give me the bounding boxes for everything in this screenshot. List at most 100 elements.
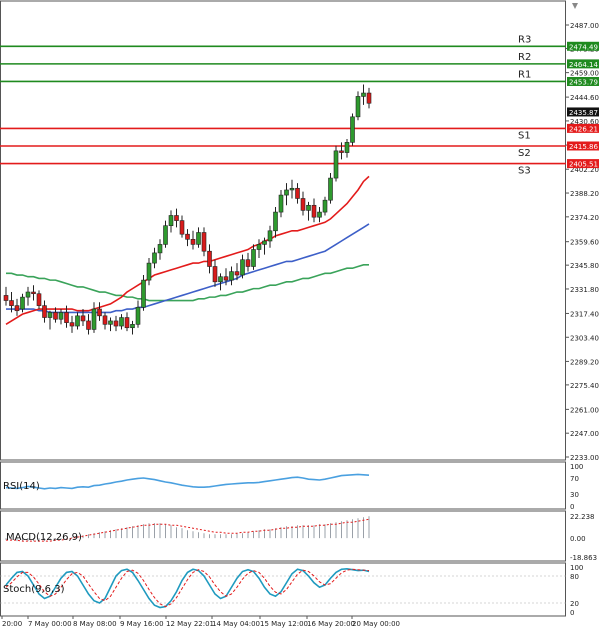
- candle-body: [75, 315, 80, 327]
- candle-body: [141, 279, 146, 308]
- level-value-s1: 2426.21: [569, 125, 598, 133]
- candle-body: [245, 259, 251, 267]
- candle-body: [355, 96, 361, 118]
- price-tick-label: 2303.40: [570, 334, 599, 342]
- macd-signal-line: [6, 518, 370, 542]
- candle-body: [223, 276, 229, 281]
- candle-body: [9, 300, 14, 306]
- x-axis: 20:00 7 May 00:00 8 May 08:00 9 May 16:00 12…: [1, 616, 400, 628]
- level-value-r1: 2453.79: [569, 78, 598, 86]
- rsi-tick-label: 30: [570, 491, 579, 499]
- candle-body: [201, 232, 207, 252]
- level-name-r2: R2: [518, 52, 531, 63]
- candle-body: [333, 150, 339, 179]
- macd-layer: 22.238 0.00 -18.863: [5, 513, 597, 562]
- level-tag-r2: [567, 59, 599, 69]
- x-tick-label: 14 May 04:00: [212, 620, 260, 628]
- candle-body: [339, 150, 344, 153]
- candle-body: [168, 215, 174, 226]
- candle-body: [251, 249, 256, 267]
- candle-body: [322, 199, 328, 213]
- macd-tick-label: 0.00: [570, 535, 586, 543]
- candle-body: [278, 194, 284, 213]
- level-tag-s1: [567, 123, 599, 133]
- rsi-line: [5, 473, 370, 490]
- candle-body: [256, 244, 262, 250]
- candle-body: [185, 233, 190, 240]
- rsi-label: RSI(14): [3, 481, 40, 492]
- x-tick-label: 12 May 22:01: [166, 620, 214, 628]
- candle-body: [3, 295, 9, 301]
- candle-body: [36, 293, 42, 306]
- candle-body: [306, 204, 311, 211]
- candle-body: [58, 312, 64, 320]
- stoch-tick-label: 100: [570, 564, 583, 572]
- price-tick-label: 2487.00: [570, 22, 599, 30]
- candle-body: [289, 187, 295, 191]
- rsi-tick-label: 100: [570, 463, 583, 471]
- candle-body: [295, 187, 300, 199]
- x-tick-label: 20 May 00:00: [352, 620, 400, 628]
- price-tick-label: 2402.20: [570, 166, 599, 174]
- candle-body: [207, 250, 212, 267]
- candle-body: [212, 266, 218, 283]
- level-tag-r3: [567, 41, 599, 51]
- x-tick-label: 15 May 12:00: [260, 620, 308, 628]
- level-tag-r1: [567, 76, 599, 86]
- level-tag-s3: [567, 159, 599, 169]
- rsi-tick-label: 70: [570, 475, 579, 483]
- candle-body: [366, 92, 372, 104]
- price-tick-label: 2444.60: [570, 94, 599, 102]
- candle-body: [284, 189, 289, 196]
- price-tick-label: 2331.80: [570, 286, 599, 294]
- stoch-d-line: [5, 568, 370, 608]
- level-name-s3: S3: [518, 166, 531, 177]
- price-tick-label: 2459.00: [570, 70, 599, 78]
- candle-body: [300, 198, 306, 211]
- candle-body: [152, 252, 157, 264]
- macd-panel: [0, 510, 566, 562]
- level-name-s2: S2: [518, 148, 531, 159]
- candle-body: [25, 291, 31, 298]
- level-value-r3: 2474.49: [569, 43, 598, 51]
- candle-body: [361, 92, 366, 97]
- stoch-label: Stoch(9,6,3): [3, 584, 65, 595]
- candle-body: [240, 259, 245, 276]
- macd-tick-label: 22.238: [570, 513, 595, 521]
- price-tick-label: 2261.00: [570, 406, 599, 414]
- x-tick-label: 8 May 08:00: [73, 620, 117, 628]
- price-tick-label: 2275.40: [570, 382, 599, 390]
- rsi-layer: 100 70 30 0: [5, 463, 583, 511]
- x-tick-label: 16 May 20:00: [307, 620, 355, 628]
- level-name-r1: R1: [518, 69, 531, 80]
- price-layer: 2487.002473.202459.002444.602430.602416.…: [0, 22, 599, 462]
- price-tick-label: 2430.60: [570, 118, 599, 126]
- candle-body: [344, 142, 350, 153]
- candle-body: [273, 211, 278, 232]
- price-tick-label: 2359.60: [570, 239, 599, 247]
- rsi-panel: [0, 461, 566, 510]
- candle-body: [179, 220, 185, 235]
- scroll-marker-icon[interactable]: [572, 3, 578, 9]
- candle-body: [317, 211, 322, 218]
- stoch-tick-label: 20: [570, 600, 579, 608]
- price-tick-label: 2374.20: [570, 214, 599, 222]
- macd-tick-label: -18.863: [570, 554, 597, 562]
- candle-body: [119, 317, 124, 327]
- level-value-s3: 2405.51: [569, 161, 598, 169]
- candle-body: [135, 307, 141, 325]
- price-tick-label: 2289.20: [570, 358, 599, 366]
- candle-body: [64, 312, 69, 323]
- candle-body: [124, 317, 130, 329]
- candle-body: [163, 225, 168, 245]
- candle-body: [69, 322, 75, 327]
- candle-body: [80, 315, 86, 322]
- candle-body: [53, 312, 58, 320]
- candle-body: [157, 244, 163, 254]
- candle-body: [350, 116, 355, 143]
- candle-body: [267, 230, 273, 242]
- candle-body: [196, 232, 201, 245]
- candle-body: [229, 271, 234, 281]
- candle-body: [102, 315, 108, 325]
- candle-body: [14, 305, 20, 312]
